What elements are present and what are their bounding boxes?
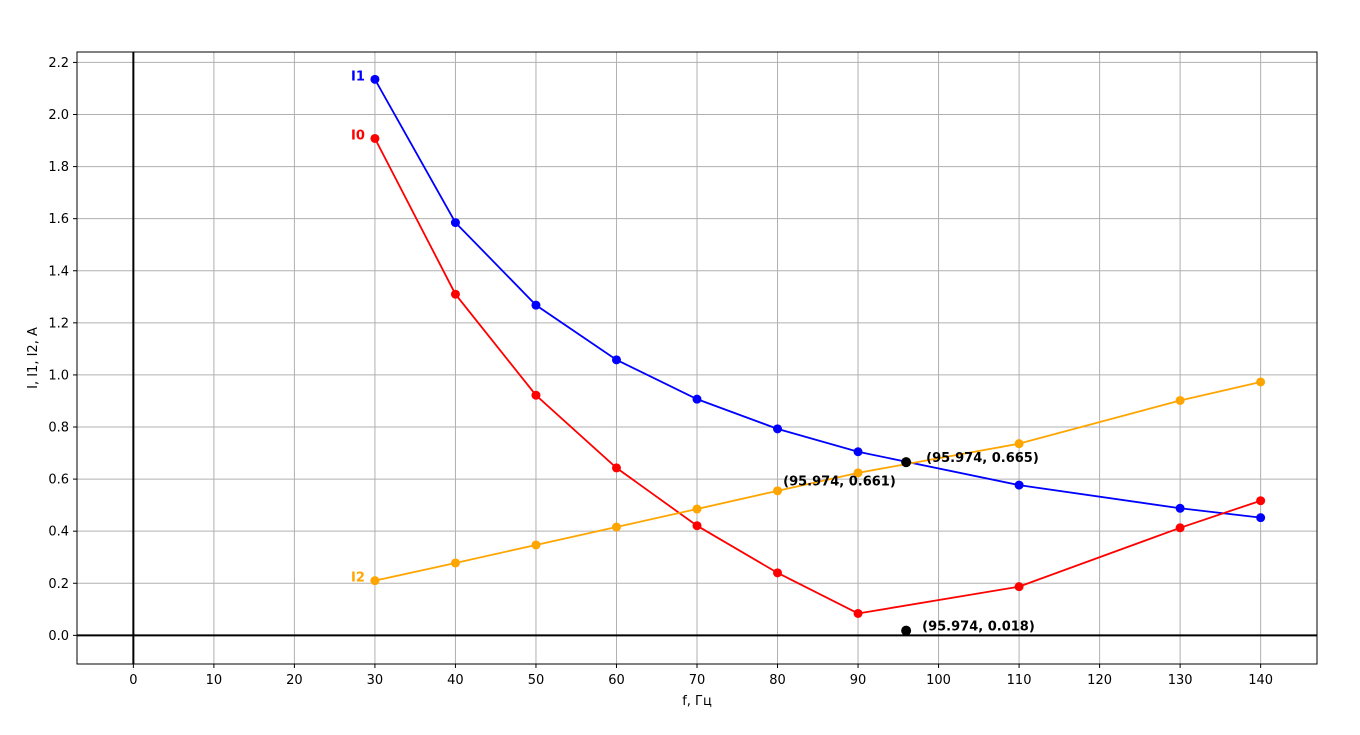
series-labels: I1 I0 I2: [351, 69, 365, 585]
series-i0-point: [1175, 523, 1185, 533]
series-i2-point: [853, 468, 863, 478]
series-i2-point: [450, 558, 460, 568]
x-tick-label: 120: [1087, 673, 1112, 688]
y-tick-label: 0.2: [48, 577, 69, 592]
series-i1-point: [531, 300, 541, 310]
y-tick-label: 2.0: [48, 108, 69, 123]
annotation-label: (95.974, 0.661): [783, 475, 896, 490]
series-layer: [370, 74, 1266, 618]
series-i2: [370, 377, 1266, 586]
series-i2-point: [1014, 439, 1024, 449]
series-i1-point: [450, 218, 460, 228]
series-i2-line: [374, 381, 1261, 582]
x-tick-label: 140: [1248, 673, 1273, 688]
series-i0-point: [853, 608, 863, 618]
series-i0-line: [374, 138, 1261, 615]
series-i1-point: [370, 74, 380, 84]
annotations: (95.974, 0.665) (95.974, 0.018) (95.974, 0…: [783, 451, 1039, 634]
x-tick-label: 0: [129, 673, 137, 688]
special-points: [901, 457, 912, 636]
y-tick-label: 1.2: [48, 316, 69, 331]
series-i1-line: [374, 78, 1261, 519]
intersection-point: [901, 625, 912, 636]
series-i2-point: [1256, 377, 1266, 387]
intersection-label: (95.974, 0.018): [922, 620, 1035, 635]
y-tick-label: 1.0: [48, 368, 69, 383]
series-i2-point: [370, 576, 380, 586]
y-tick-label: 1.6: [48, 212, 69, 227]
y-tick-label: 2.2: [48, 56, 69, 71]
x-tick-label: 100: [926, 673, 951, 688]
intersection-label: (95.974, 0.665): [926, 451, 1039, 466]
y-tick-label: 0.8: [48, 421, 69, 436]
x-tick-label: 110: [1007, 673, 1032, 688]
series-i0-point: [370, 133, 380, 143]
series-i0-point: [611, 463, 621, 473]
series-i1-point: [611, 355, 621, 365]
x-tick-label: 60: [608, 673, 625, 688]
x-tick-label: 80: [769, 673, 786, 688]
series-i0-point: [1256, 496, 1266, 506]
y-tick-label: 0.4: [48, 525, 69, 540]
series-i2-point: [531, 540, 541, 550]
y-axis-title: I, I1, I2, A: [26, 327, 41, 389]
series-i1-point: [1175, 503, 1185, 513]
series-i0-point: [531, 390, 541, 400]
series-i1-point: [692, 394, 702, 404]
x-axis-ticks: 0 10 20 30 40 50 60 70 80 90 100 110 120 130 140: [129, 664, 1273, 688]
intersection-point: [901, 457, 912, 468]
series-i0-point: [1014, 582, 1024, 592]
y-tick-label: 0.0: [48, 629, 69, 644]
series-i1-point: [853, 447, 863, 457]
series-i1-point: [1014, 480, 1024, 490]
series-i0-point: [692, 521, 702, 531]
x-tick-label: 30: [367, 673, 384, 688]
series-i1-point: [773, 424, 783, 434]
series-i0-point: [450, 289, 460, 299]
series-i1-label: I1: [351, 69, 365, 84]
series-i2-point: [692, 504, 702, 514]
series-i2-point: [1175, 395, 1185, 405]
x-tick-label: 40: [447, 673, 464, 688]
x-tick-label: 70: [689, 673, 706, 688]
y-tick-label: 1.8: [48, 160, 69, 175]
series-i0-label: I0: [351, 128, 365, 143]
x-tick-label: 90: [850, 673, 867, 688]
series-i2-label: I2: [351, 571, 365, 586]
y-tick-label: 0.6: [48, 473, 69, 488]
series-i2-point: [773, 486, 783, 496]
series-i0: [370, 133, 1266, 618]
x-tick-label: 130: [1168, 673, 1193, 688]
x-axis-title: f, Гц: [682, 694, 712, 709]
x-tick-label: 10: [206, 673, 223, 688]
reference-axes: [77, 52, 1317, 664]
y-tick-label: 1.4: [48, 264, 69, 279]
x-tick-label: 50: [528, 673, 545, 688]
series-i1: [370, 74, 1266, 523]
series-i1-point: [1256, 513, 1266, 523]
y-axis-ticks: 0.0 0.2 0.4 0.6 0.8 1.0 1.2 1.4 1.6 1.8 2.0 2.2: [48, 56, 77, 644]
grid: [77, 52, 1317, 664]
series-i2-point: [611, 522, 621, 532]
x-tick-label: 20: [286, 673, 303, 688]
series-i0-point: [773, 568, 783, 578]
